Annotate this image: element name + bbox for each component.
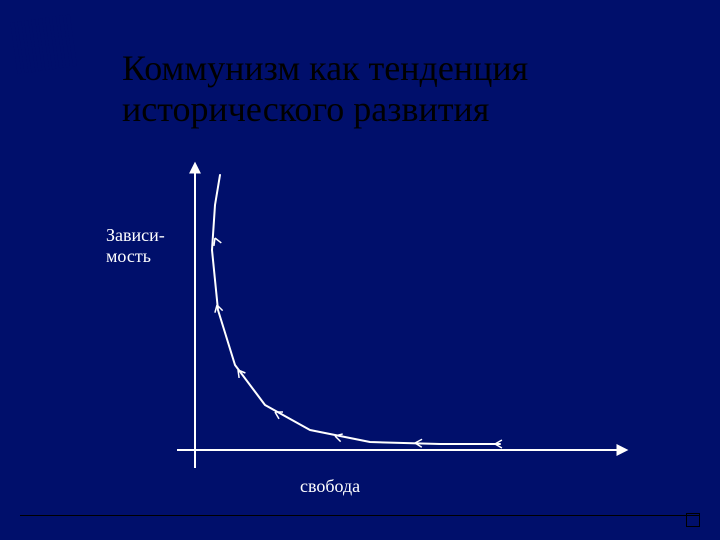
x-axis-label-text: свобода: [300, 476, 360, 496]
footer-box-icon: [686, 513, 700, 527]
chart: [160, 160, 630, 475]
footer-line: [20, 515, 700, 516]
x-axis-label: свобода: [300, 476, 360, 497]
slide-title: Коммунизм как тенденция исторического ра…: [122, 48, 662, 131]
slide: Коммунизм как тенденция исторического ра…: [0, 0, 720, 540]
y-axis-label: Зависи- мость: [106, 225, 165, 266]
title-line-1: Коммунизм как тенденция: [122, 48, 528, 88]
decor-stripes: [10, 14, 80, 79]
y-axis-label-line-1: Зависи-: [106, 225, 165, 245]
title-line-2: исторического развития: [122, 89, 489, 129]
y-axis-label-line-2: мость: [106, 246, 151, 266]
